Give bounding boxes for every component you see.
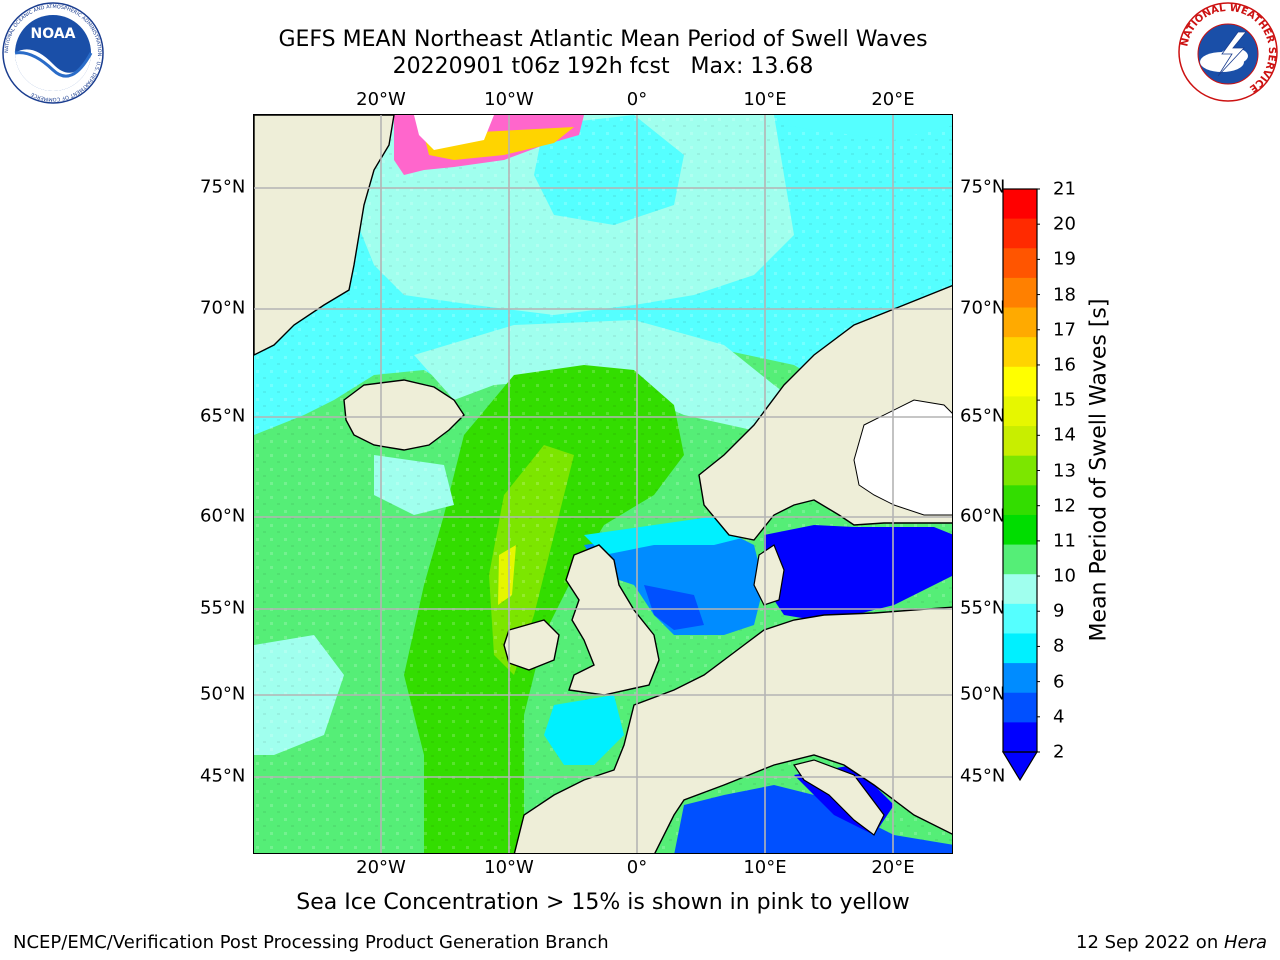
land-iceland [343, 379, 465, 451]
land-ireland [503, 619, 560, 671]
map-svg [254, 115, 952, 853]
lat-label-right-75n: 75°N [960, 176, 1006, 198]
mediterranean [674, 785, 952, 853]
lat-label-right-45n: 45°N [960, 765, 1006, 787]
lon-label-top-0: 0° [626, 89, 648, 110]
colorbar-bin [1003, 189, 1037, 220]
sea-ice-note: Sea Ice Concentration > 15% is shown in … [296, 890, 910, 915]
colorbar-bin [1003, 218, 1037, 249]
colorbar-bin [1003, 277, 1037, 309]
lon-label-bottom-10e: 10°E [743, 857, 787, 878]
colorbar-tick-label: 15 [1053, 389, 1076, 411]
lat-label-right-70n: 70°N [960, 297, 1006, 319]
lon-label-bottom-20e: 20°E [871, 857, 915, 878]
colorbar-bin [1003, 396, 1037, 427]
colorbar-tick-label: 17 [1053, 319, 1076, 341]
land-denmark [753, 544, 785, 606]
nws-logo-icon: NATIONAL WEATHER SERVICE [1178, 2, 1278, 102]
colorbar [1001, 188, 1040, 782]
colorbar-tick-label: 19 [1053, 248, 1076, 270]
colorbar-bin [1003, 455, 1037, 486]
colorbar-bin [1003, 248, 1037, 279]
colorbar-bin [1003, 544, 1037, 575]
colorbar-extend-arrow [1001, 751, 1039, 782]
chart-subtitle: 20220901 t06z 192h fcst Max: 13.68 [392, 54, 814, 79]
noaa-logo-icon: NOAA NATIONAL OCEANIC AND ATMOSPHERIC AD… [2, 2, 104, 104]
lat-label-left-50n: 50°N [200, 683, 246, 705]
lon-label-top-10e: 10°E [743, 89, 787, 110]
colorbar-bin [1003, 514, 1037, 546]
lon-label-top-10w: 10°W [484, 89, 534, 110]
lat-label-left-70n: 70°N [200, 297, 246, 319]
lat-label-right-55n: 55°N [960, 597, 1006, 619]
noaa-logo-text: NOAA [31, 26, 76, 42]
lat-label-left-75n: 75°N [200, 176, 246, 198]
sea-ice-white [414, 115, 494, 150]
colorbar-bin [1003, 485, 1037, 516]
colorbar-tick-label: 20 [1053, 213, 1076, 235]
colorbar-tick-label: 21 [1053, 178, 1076, 200]
lat-label-left-55n: 55°N [200, 597, 246, 619]
lat-label-left-60n: 60°N [200, 505, 246, 527]
lat-label-right-65n: 65°N [960, 405, 1006, 427]
lon-label-bottom-10w: 10°W [484, 857, 534, 878]
land-continental-europe [513, 606, 952, 853]
biscay-bay [544, 695, 624, 765]
lat-label-right-50n: 50°N [960, 683, 1006, 705]
colorbar-tick-label: 9 [1053, 600, 1065, 622]
colorbar-bin [1003, 574, 1037, 605]
colorbar-tick-label: 8 [1053, 635, 1065, 657]
colorbar-tick-label: 16 [1053, 354, 1076, 376]
colorbar-bin [1003, 307, 1037, 338]
footer-credit: NCEP/EMC/Verification Post Processing Pr… [13, 932, 609, 953]
lat-label-left-65n: 65°N [200, 405, 246, 427]
lat-label-right-60n: 60°N [960, 505, 1006, 527]
period-6-shelf [584, 515, 754, 555]
colorbar-bin [1003, 722, 1037, 753]
colorbar-tick-label: 2 [1053, 741, 1065, 763]
colorbar-bin [1003, 426, 1037, 457]
footer-host: Hera [1223, 932, 1267, 953]
period-2-north-sea [644, 585, 704, 630]
gulf-of-bothnia [853, 399, 952, 516]
colorbar-bin [1003, 692, 1037, 723]
lon-label-top-20w: 20°W [356, 89, 406, 110]
baltic-sea [764, 525, 952, 620]
lon-label-top-20e: 20°E [871, 89, 915, 110]
footer-date: 12 Sep 2022 on Hera [1076, 932, 1267, 953]
colorbar-tick-label: 6 [1053, 671, 1065, 693]
colorbar-tick-label: 4 [1053, 706, 1065, 728]
graticule [254, 115, 952, 853]
colorbar-bin [1003, 337, 1037, 368]
svalbard-waters [774, 115, 952, 140]
colorbar-bin [1003, 603, 1037, 634]
map-panel [253, 114, 953, 854]
colorbar-tick-label: 12 [1053, 495, 1076, 517]
lat-label-left-45n: 45°N [200, 765, 246, 787]
lon-label-bottom-20w: 20°W [356, 857, 406, 878]
colorbar-tick-label: 11 [1053, 530, 1076, 552]
colorbar-bin [1003, 663, 1037, 694]
land-italy [793, 759, 885, 836]
land-greenland [254, 115, 395, 356]
lon-label-bottom-0: 0° [626, 857, 648, 878]
colorbar-tick-label: 10 [1053, 565, 1076, 587]
colorbar-bin [1003, 366, 1037, 397]
chart-title: GEFS MEAN Northeast Atlantic Mean Period… [278, 27, 928, 52]
colorbar-title: Mean Period of Swell Waves [s] [1086, 298, 1112, 642]
colorbar-tick-label: 13 [1053, 460, 1076, 481]
colorbar-tick-label: 14 [1053, 424, 1076, 446]
colorbar-tick-label: 18 [1053, 284, 1076, 306]
footer-date-text: 12 Sep 2022 on [1076, 932, 1224, 953]
colorbar-bin [1003, 633, 1037, 664]
